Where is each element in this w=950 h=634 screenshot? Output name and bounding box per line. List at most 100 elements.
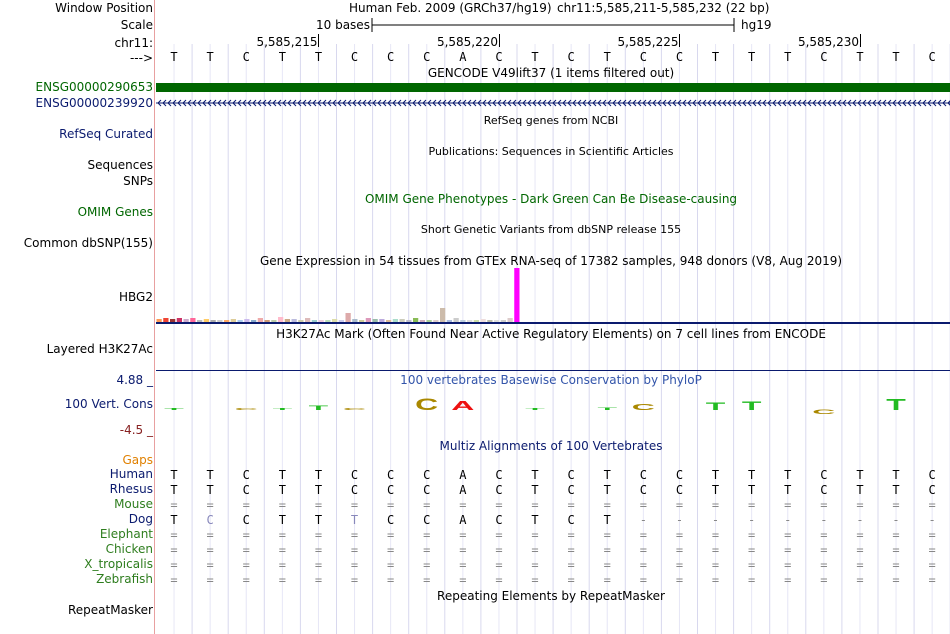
strand-chevron (252, 99, 257, 107)
species-label[interactable]: X_tropicalis (84, 557, 153, 571)
alignment-base: A (459, 483, 467, 497)
base-letter: A (459, 50, 467, 64)
strand-chevron (277, 99, 282, 107)
hbg2-label[interactable]: HBG2 (119, 290, 153, 304)
phylop-title[interactable]: 100 vertebrates Basewise Conservation by… (400, 373, 702, 387)
alignment-base: - (711, 513, 720, 527)
strand-chevron (447, 99, 452, 107)
gene2-feature[interactable] (156, 97, 950, 109)
alignment-base: T (748, 483, 756, 497)
alignment-base: A (459, 513, 467, 527)
strand-chevron (382, 99, 387, 107)
strand-chevron (582, 99, 587, 107)
base-letter: C (495, 50, 503, 64)
multiz-title[interactable]: Multiz Alignments of 100 Vertebrates (439, 439, 663, 453)
strand-chevron (297, 99, 302, 107)
alignment-base: - (928, 513, 936, 527)
species-label[interactable]: Dog (128, 512, 153, 526)
gene1-feature[interactable] (156, 83, 950, 92)
h3k27ac-label[interactable]: Layered H3K27Ac (46, 342, 153, 356)
strand-chevron (402, 99, 407, 107)
gtex-tissue-bar (399, 319, 405, 322)
species-label[interactable]: Human (109, 467, 153, 481)
alignment-base: C (820, 483, 828, 497)
gtex-bar-chart[interactable] (156, 268, 950, 326)
gtex-tissue-bar (284, 319, 290, 322)
snps-label[interactable]: SNPs (123, 174, 153, 188)
phylop-label[interactable]: 100 Vert. Cons (64, 397, 153, 411)
strand-chevron (442, 99, 447, 107)
strand-chevron (437, 99, 442, 107)
omim-label[interactable]: OMIM Genes (77, 205, 153, 219)
strand-chevron (722, 99, 727, 107)
gtex-tissue-bar (278, 317, 284, 322)
alignment-base: T (784, 468, 792, 482)
strand-chevron (397, 99, 402, 107)
base-letter: C (928, 50, 936, 64)
phylop-letter: T (597, 407, 617, 411)
gtex-tissue-bar (197, 320, 203, 322)
base-letter: T (206, 50, 214, 64)
alignment-base: T (206, 483, 214, 497)
strand-chevron (657, 99, 662, 107)
strand-chevron (727, 99, 732, 107)
strand-chevron (532, 99, 537, 107)
strand-chevron (302, 99, 307, 107)
strand-chevron (372, 99, 377, 107)
gene1-label[interactable]: ENSG00000290653 (35, 80, 153, 94)
species-label[interactable]: Elephant (99, 527, 153, 541)
strand-chevron (882, 99, 887, 107)
alignment-base: T (278, 483, 286, 497)
species-label[interactable]: Rhesus (109, 482, 153, 496)
strand-chevron (412, 99, 417, 107)
omim-title[interactable]: OMIM Gene Phenotypes - Dark Green Can Be… (364, 192, 738, 206)
strand-chevron (862, 99, 867, 107)
alignment-base: T (603, 483, 611, 497)
alignment-base: = (711, 573, 720, 587)
repeatmasker-label[interactable]: RepeatMasker (67, 603, 153, 617)
alignment-base: T (711, 468, 720, 482)
phylop-letter: C (415, 396, 438, 414)
species-label[interactable]: Mouse (114, 497, 153, 511)
strand-chevron (822, 99, 827, 107)
alignment-base: = (459, 573, 467, 587)
alignment-base: - (820, 513, 828, 527)
alignment-base: = (387, 528, 395, 542)
h3k27ac-title[interactable]: H3K27Ac Mark (Often Found Near Active Re… (276, 327, 826, 341)
phylop-min-label: -4.5 _ (119, 423, 153, 437)
h3k27ac-baseline (156, 370, 950, 371)
gtex-title[interactable]: Gene Expression in 54 tissues from GTEx … (259, 254, 843, 268)
sequences-label[interactable]: Sequences (87, 158, 153, 172)
refseq-title[interactable]: RefSeq genes from NCBI (483, 114, 619, 127)
dbsnp-label[interactable]: Common dbSNP(155) (23, 236, 153, 250)
alignment-base: C (567, 468, 575, 482)
gtex-tissue-bar (433, 320, 439, 322)
dbsnp-title[interactable]: Short Genetic Variants from dbSNP releas… (420, 223, 682, 236)
strand-chevron (332, 99, 337, 107)
alignment-base: = (603, 543, 611, 557)
strand-chevron (527, 99, 532, 107)
alignment-base: = (206, 558, 214, 572)
alignment-base: C (820, 468, 828, 482)
strand-chevron (212, 99, 217, 107)
gene2-label[interactable]: ENSG00000239920 (35, 96, 153, 110)
strand-chevron (422, 99, 427, 107)
alignment-base: = (748, 573, 756, 587)
gaps-label[interactable]: Gaps (122, 453, 153, 467)
phylop-max-label: 4.88 _ (116, 373, 153, 387)
alignment-base: = (603, 573, 611, 587)
phylop-letter: C (632, 402, 655, 411)
strand-chevron (842, 99, 847, 107)
publications-title[interactable]: Publications: Sequences in Scientific Ar… (428, 145, 674, 158)
strand-chevron (737, 99, 742, 107)
refseq-label[interactable]: RefSeq Curated (59, 127, 153, 141)
gtex-tissue-bar (318, 320, 324, 322)
species-label[interactable]: Zebrafish (96, 572, 153, 586)
strand-chevron (927, 99, 932, 107)
repeatmasker-title[interactable]: Repeating Elements by RepeatMasker (437, 589, 665, 603)
gencode-title[interactable]: GENCODE V49lift37 (1 items filtered out) (427, 66, 675, 80)
species-label[interactable]: Chicken (105, 542, 153, 556)
base-letter: C (567, 50, 575, 64)
